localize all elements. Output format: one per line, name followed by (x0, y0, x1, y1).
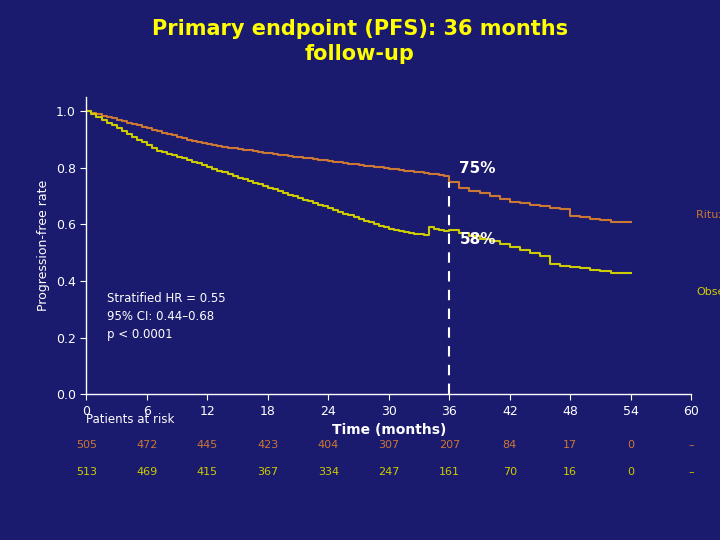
Text: 0: 0 (627, 467, 634, 477)
Text: Patients at risk: Patients at risk (86, 413, 175, 426)
Text: 307: 307 (378, 440, 400, 450)
Text: 445: 445 (197, 440, 218, 450)
X-axis label: Time (months): Time (months) (332, 423, 446, 437)
Text: 469: 469 (136, 467, 158, 477)
Text: 247: 247 (378, 467, 400, 477)
Text: 207: 207 (438, 440, 460, 450)
Text: –: – (688, 467, 694, 477)
Text: 75%: 75% (459, 161, 496, 177)
Text: 161: 161 (438, 467, 460, 477)
Text: 367: 367 (257, 467, 279, 477)
Text: 472: 472 (136, 440, 158, 450)
Text: 0: 0 (627, 440, 634, 450)
Text: 58%: 58% (459, 232, 496, 247)
Text: 17: 17 (563, 440, 577, 450)
Text: 70: 70 (503, 467, 517, 477)
Y-axis label: Progression-free rate: Progression-free rate (37, 180, 50, 312)
Text: 415: 415 (197, 467, 218, 477)
Text: 513: 513 (76, 467, 97, 477)
Text: 16: 16 (563, 467, 577, 477)
Text: Observation: Observation (696, 287, 720, 298)
Text: 423: 423 (257, 440, 279, 450)
Text: –: – (688, 440, 694, 450)
Text: Rituximab maintenance: Rituximab maintenance (696, 210, 720, 220)
Text: Stratified HR = 0.55
95% CI: 0.44–0.68
p < 0.0001: Stratified HR = 0.55 95% CI: 0.44–0.68 p… (107, 292, 225, 341)
Text: 334: 334 (318, 467, 339, 477)
Text: Primary endpoint (PFS): 36 months: Primary endpoint (PFS): 36 months (152, 19, 568, 39)
Text: 84: 84 (503, 440, 517, 450)
Text: 404: 404 (318, 440, 339, 450)
Text: follow-up: follow-up (305, 44, 415, 64)
Text: 505: 505 (76, 440, 97, 450)
